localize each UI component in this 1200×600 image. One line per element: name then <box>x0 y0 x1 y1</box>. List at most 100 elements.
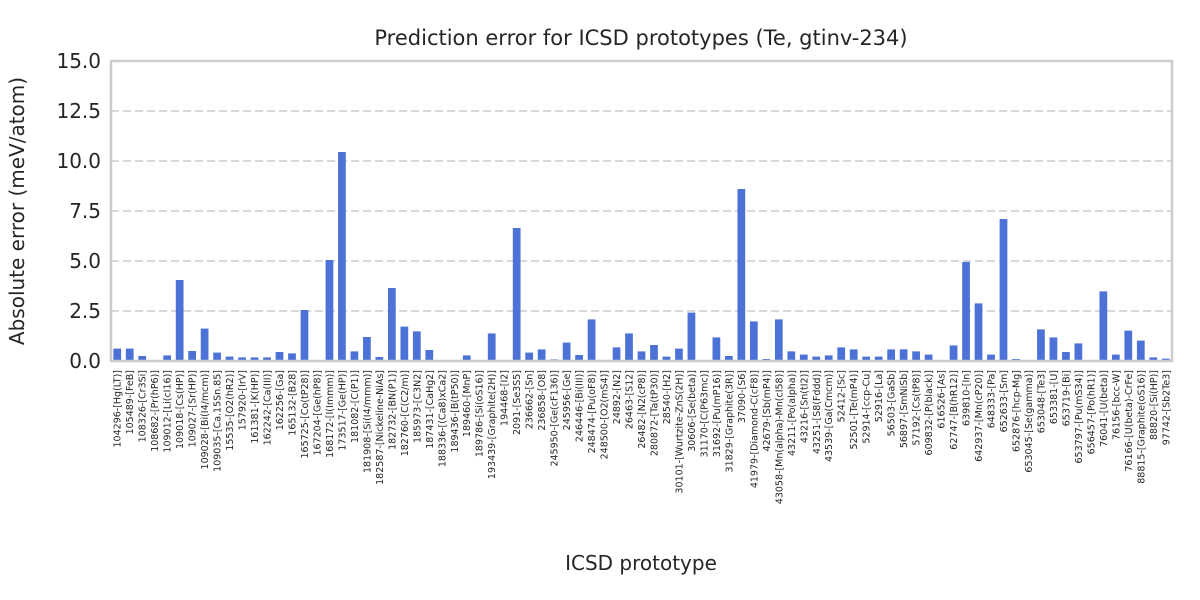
x-tick-label: 181082-[C(P1)] <box>350 370 361 443</box>
x-tick-label: 52501-[Te(mP4)] <box>849 370 860 450</box>
x-tick-label: 181908-[Si(I4/mmm)] <box>362 370 373 473</box>
x-tick-label: 52412-[Sc] <box>837 370 848 422</box>
x-tick-label: 648333-[Pa] <box>987 370 998 428</box>
x-tick-label: 43216-[Sn(tI2)] <box>799 370 810 443</box>
x-tick-label: 182760-[C(C2/m)] <box>400 370 411 456</box>
x-tick-label: 162242-[Ca(III)] <box>263 370 274 445</box>
bar <box>1149 357 1158 361</box>
x-tick-label: 161381-[K(HP)] <box>250 370 261 444</box>
bar <box>737 189 746 361</box>
bar <box>275 352 284 361</box>
x-tick-label: 104296-[Hg(LT)] <box>113 370 124 447</box>
bar <box>213 352 221 361</box>
x-tick-label: 42679-[Sb(mP4)] <box>762 370 773 452</box>
x-tick-label: 639810-[In] <box>962 370 973 426</box>
x-tick-label: 189786-[Si(oS16)] <box>475 370 486 457</box>
x-tick-label: 165132-[B28] <box>287 370 298 436</box>
x-tick-label: 76156-[bcc-W] <box>1111 370 1122 440</box>
gridlines <box>111 110 1172 312</box>
x-tick-label: 30101-[Wurtzite-ZnS(2H)] <box>674 370 685 494</box>
plot-frame <box>109 59 1174 363</box>
x-tick-label: 56503-[GaSb] <box>887 370 898 436</box>
x-tick-label: 28540-[H2] <box>662 370 673 424</box>
bar <box>400 326 409 361</box>
y-tick-label: 2.5 <box>69 299 101 323</box>
bar <box>163 355 172 361</box>
x-tick-label: 108326-[Cr3Si] <box>138 370 149 442</box>
x-tick-label: 43539-[Ga(Cmcm)] <box>824 370 835 462</box>
bar <box>725 356 733 361</box>
x-tick-label: 31829-[Graphite(3R)] <box>724 370 735 472</box>
y-tick-label: 15.0 <box>56 49 101 73</box>
x-tick-label: 2091-[Se3S5] <box>512 370 523 435</box>
x-tick-label: 189460-[MnP] <box>462 370 473 437</box>
x-tick-label: 56897-[SmNiSb] <box>899 370 910 448</box>
x-tick-label: 236662-[Sn] <box>525 370 536 429</box>
x-tick-label: 162256-[Ga] <box>275 370 286 430</box>
x-tick-label: 182732-[BN(P1)] <box>387 370 398 450</box>
bar <box>1049 337 1058 361</box>
bar <box>562 342 571 361</box>
y-tick-label: 0.0 <box>69 349 101 373</box>
x-tick-label: 43251-[S8(Fddd)] <box>812 370 823 454</box>
bar <box>887 349 896 361</box>
x-tick-label: 52914-[ccp-Cu] <box>862 370 873 444</box>
x-axis-label: ICSD prototype <box>565 551 717 575</box>
bar <box>874 356 883 361</box>
x-tick-label: 653719-[Bi] <box>1061 370 1072 426</box>
y-tick-label: 10.0 <box>56 149 101 173</box>
bar <box>899 349 908 361</box>
y-tick-label: 5.0 <box>69 249 101 273</box>
bar <box>238 357 246 361</box>
bar <box>924 354 933 361</box>
bar <box>999 219 1008 361</box>
bar <box>263 357 271 361</box>
bar <box>575 355 583 361</box>
x-tick-label: 280872-[Ta(tP30)] <box>649 370 660 456</box>
x-tick-label: 97742-[Sb2Te3] <box>1161 370 1172 445</box>
x-tick-label: 188336-[(Ca8)xCa2] <box>437 370 448 467</box>
bar <box>962 262 970 361</box>
bar <box>637 351 646 361</box>
x-tick-label: 109018-[Cs(HP)] <box>175 370 186 449</box>
bar <box>412 331 421 361</box>
bar <box>849 349 858 361</box>
x-tick-label: 653797-[Pu(mS34)] <box>1074 370 1085 463</box>
x-tick-label: 194468-[I2] <box>500 370 511 426</box>
x-tick-label: 30606-[Se(beta)] <box>687 370 698 452</box>
y-tick-labels: 0.0 2.5 5.0 7.5 10.0 12.5 15.0 <box>56 49 101 373</box>
bar <box>824 355 833 361</box>
y-tick-label: 7.5 <box>69 199 101 223</box>
bar <box>113 348 122 361</box>
x-tick-label: 62747-[B(hR12)] <box>949 370 960 450</box>
x-tick-label: 653048-[Te3] <box>1036 370 1047 433</box>
bar <box>812 356 821 361</box>
x-tick-label: 167204-[Ge(hP8)] <box>312 370 323 456</box>
bar <box>300 310 309 361</box>
x-tick-label: 616526-[As] <box>937 370 948 429</box>
bar <box>587 319 596 361</box>
bar <box>487 333 496 361</box>
bar <box>537 349 546 361</box>
bar <box>650 345 658 361</box>
bar <box>138 356 147 361</box>
bar <box>387 288 396 361</box>
x-tick-label: 37090-[S6] <box>737 370 748 423</box>
x-tick-label: 185973-[C3N2] <box>412 370 423 443</box>
bar <box>350 351 359 361</box>
x-tick-label: 31692-[Pu(mP16)] <box>712 370 723 457</box>
bar <box>1062 352 1070 361</box>
x-tick-label: 26482-[N2(cP8)] <box>637 370 648 449</box>
x-tick-label: 26463-[S12] <box>625 370 636 429</box>
x-tick-label: 24892-[N2] <box>612 370 623 424</box>
x-tick-label: 245950-[Ge(cF136)] <box>550 370 561 467</box>
x-tick-label: 653045-[Se(gamma)] <box>1024 370 1035 473</box>
x-tick-label: 652633-[Sm] <box>999 370 1010 432</box>
x-tick-label: 189436-[B(tP50)] <box>450 370 461 453</box>
x-tick-label: 246446-[Bi(III)] <box>575 370 586 442</box>
y-axis-label: Absolute error (meV/atom) <box>5 77 29 345</box>
bar <box>774 319 783 361</box>
bar <box>462 355 471 361</box>
x-tick-label: 248474-[Pu(oF8)] <box>587 370 598 453</box>
bar <box>712 337 721 361</box>
